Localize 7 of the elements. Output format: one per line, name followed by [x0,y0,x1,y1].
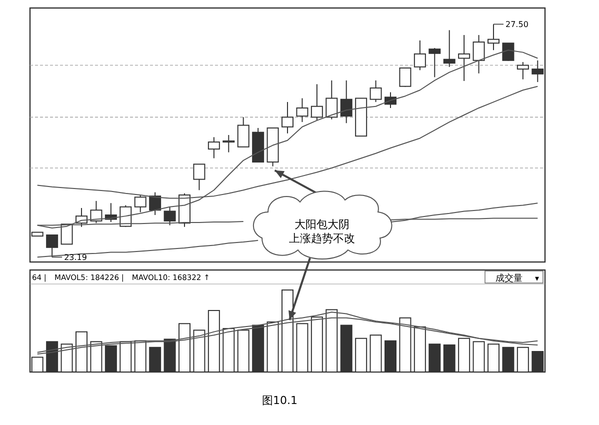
annotation: 23.19 [64,253,87,262]
annotation: 大阳包大阴 [294,218,350,231]
caption: 图10.1 [262,394,298,407]
annotation: 上涨趋势不改 [289,232,355,245]
annotation: 27.50 [506,20,528,30]
text: ▾ [534,274,540,283]
text: 成交量 [496,273,522,284]
